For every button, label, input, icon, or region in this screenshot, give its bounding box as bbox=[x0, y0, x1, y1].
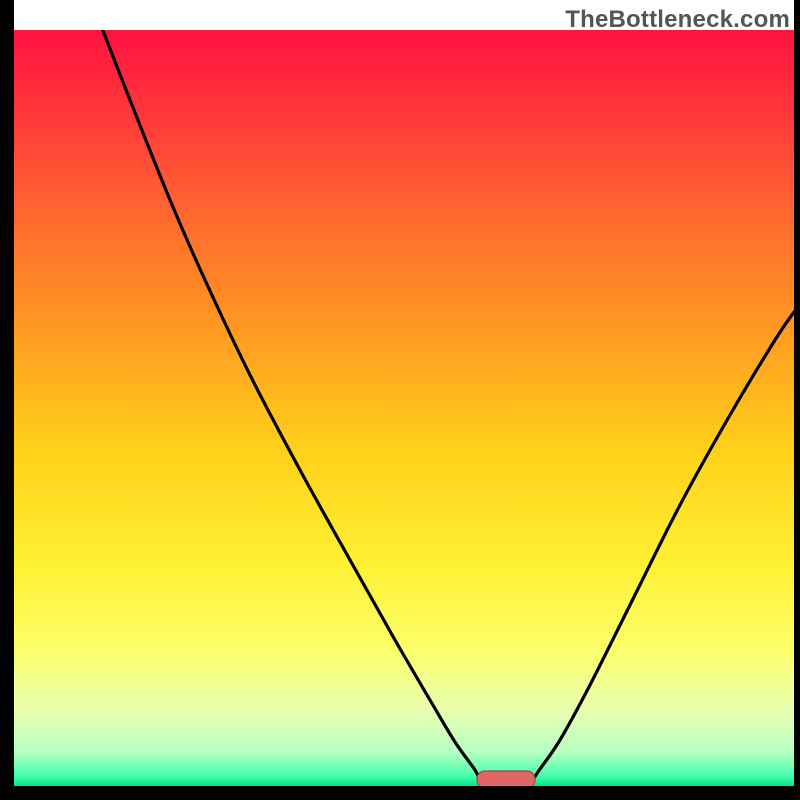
minimum-marker bbox=[477, 771, 535, 788]
plot-surface bbox=[0, 0, 800, 800]
chart-container: TheBottleneck.com bbox=[0, 0, 800, 800]
attribution-text: TheBottleneck.com bbox=[565, 6, 790, 34]
plot-background bbox=[14, 30, 794, 786]
